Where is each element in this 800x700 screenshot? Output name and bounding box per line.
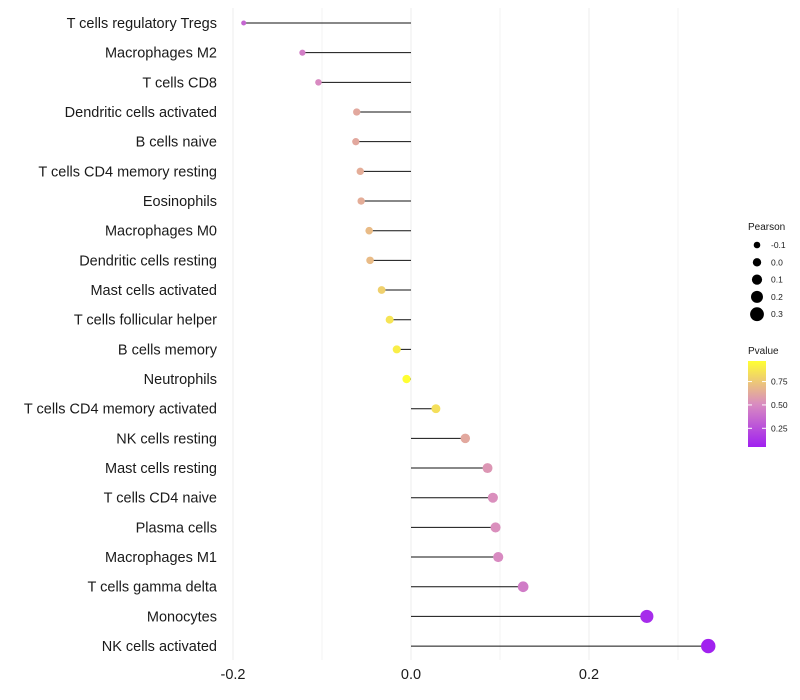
lollipop-stems [243, 22, 709, 647]
lollipop-point [490, 522, 501, 533]
category-label: Dendritic cells activated [65, 105, 217, 121]
lollipop-point [366, 256, 374, 265]
category-label: Plasma cells [136, 520, 217, 536]
category-label: Mast cells activated [90, 283, 217, 299]
lollipop-point [315, 79, 322, 86]
lollipop-point [701, 638, 716, 654]
pearson-legend-label: -0.1 [771, 240, 786, 250]
lollipop-point [517, 581, 529, 593]
category-label: Mast cells resting [105, 461, 217, 477]
lollipop-point [377, 286, 386, 294]
pvalue-legend-label: 0.75 [771, 377, 788, 387]
lollipop-point [493, 551, 504, 563]
category-label: Eosinophils [143, 194, 217, 210]
lollipop-points [241, 20, 716, 654]
x-axis-tick-labels: -0.2 0.0 0.2 [221, 667, 600, 683]
category-label: Macrophages M1 [105, 550, 217, 566]
pvalue-legend-label: 0.50 [771, 400, 788, 410]
pearson-size-legend: Pearson -0.1 0.0 0.1 0.2 0.3 [748, 222, 786, 322]
category-label: B cells memory [118, 342, 218, 358]
category-label: Dendritic cells resting [79, 253, 217, 269]
pvalue-color-legend: Pvalue 0.25 0.50 0.75 [748, 346, 788, 447]
pearson-legend-label: 0.3 [771, 309, 783, 319]
lollipop-point [487, 492, 498, 503]
lollipop-point [241, 20, 247, 26]
pearson-legend-key [753, 241, 761, 249]
pvalue-legend-title: Pvalue [748, 346, 779, 357]
pearson-legend-label: 0.0 [771, 257, 783, 267]
pearson-legend-key [750, 307, 764, 322]
lollipop-point [482, 463, 493, 474]
grid-lines [232, 8, 679, 660]
pearson-legend-key [751, 274, 763, 285]
category-label: NK cells resting [116, 431, 217, 447]
lollipop-point [365, 226, 373, 235]
pearson-legend-label: 0.2 [771, 292, 783, 302]
lollipop-point [431, 404, 441, 414]
category-label: T cells gamma delta [88, 580, 218, 596]
lollipop-point [353, 108, 361, 116]
pvalue-legend-label: 0.25 [771, 423, 788, 433]
category-label: Macrophages M2 [105, 46, 217, 62]
lollipop-point [402, 374, 411, 384]
pearson-legend-title: Pearson [748, 222, 785, 233]
pearson-legend-key [752, 258, 762, 267]
pearson-legend-key [751, 290, 763, 303]
category-labels: T cells regulatory Tregs Macrophages M2 T … [24, 16, 218, 655]
lollipop-point [299, 49, 306, 56]
category-label: T cells regulatory Tregs [67, 16, 217, 32]
category-label: Neutrophils [144, 372, 217, 388]
x-tick-label: -0.2 [221, 667, 246, 683]
lollipop-point [357, 197, 365, 205]
category-label: T cells CD4 memory resting [38, 164, 217, 180]
category-label: B cells naive [136, 135, 217, 151]
category-label: T cells CD4 memory activated [24, 402, 217, 418]
lollipop-point [460, 433, 471, 444]
category-label: NK cells activated [102, 639, 217, 655]
category-label: Macrophages M0 [105, 224, 217, 240]
pvalue-colorbar [748, 361, 766, 447]
x-tick-label: 0.0 [401, 667, 421, 683]
x-tick-label: 0.2 [579, 667, 599, 683]
category-label: T cells follicular helper [74, 313, 217, 329]
lollipop-point [356, 167, 364, 176]
category-label: T cells CD8 [142, 75, 217, 91]
lollipop-point [392, 345, 401, 354]
lollipop-point [385, 315, 394, 324]
pearson-legend-label: 0.1 [771, 275, 783, 285]
lollipop-point [352, 138, 360, 146]
lollipop-point [640, 609, 654, 623]
category-label: Monocytes [147, 609, 217, 625]
category-label: T cells CD4 naive [104, 491, 217, 507]
